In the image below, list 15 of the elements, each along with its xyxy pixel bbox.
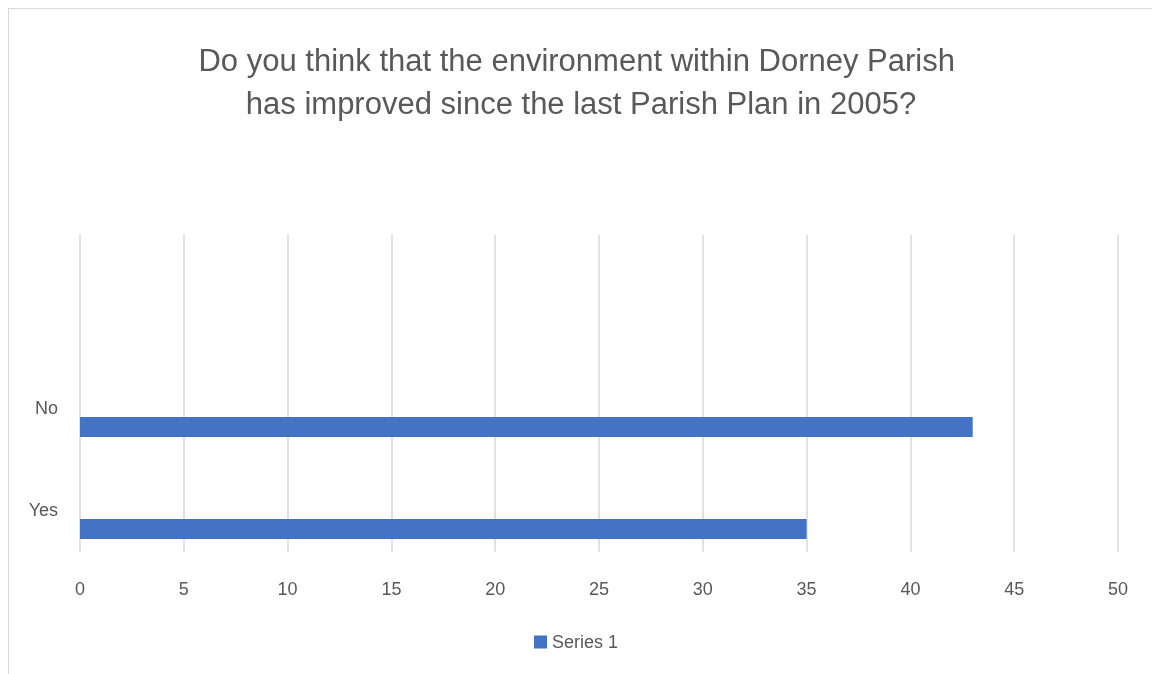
x-tick-label: 40 (900, 579, 921, 599)
x-tick-label: 45 (1004, 579, 1025, 599)
x-tick-label: 0 (74, 579, 86, 599)
legend-label: Series 1 (551, 632, 619, 652)
y-tick-label: Yes (28, 500, 58, 520)
x-tick-label: 10 (277, 579, 298, 599)
x-tick-label: 35 (796, 579, 817, 599)
chart-title: Do you think that the environment within Dorney Parish has improved since the last Parish Plan in 2005? (198, 43, 964, 121)
x-tick-label: 20 (485, 579, 506, 599)
x-tick-label: 50 (1107, 579, 1129, 599)
x-tick-label: 30 (692, 579, 713, 599)
x-tick-label: 15 (381, 579, 402, 599)
y-tick-label: No (34, 398, 58, 418)
x-tick-label: 5 (178, 579, 189, 599)
x-tick-label: 25 (588, 579, 610, 599)
